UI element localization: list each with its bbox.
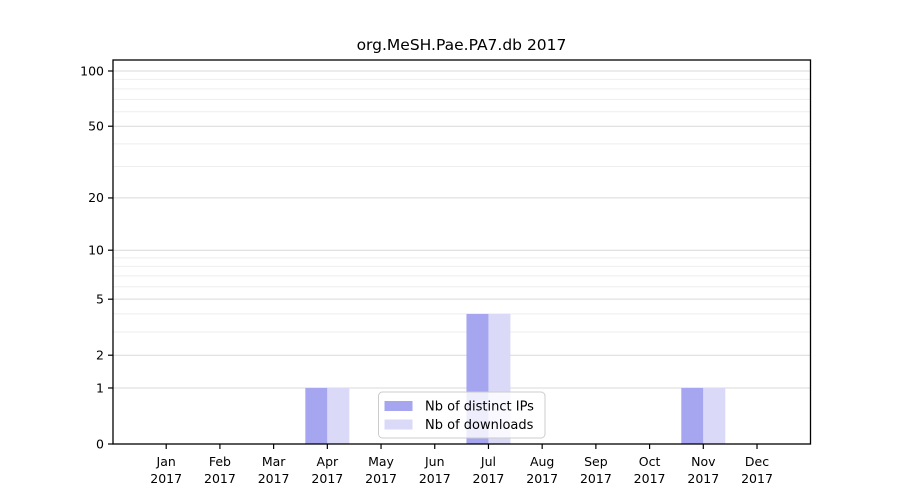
x-axis-tick-label-year-feb: 2017 xyxy=(204,471,236,486)
x-axis-tick-label-year-mar: 2017 xyxy=(258,471,290,486)
y-axis-tick-label-20: 20 xyxy=(88,190,104,205)
x-axis-tick-label-year-apr: 2017 xyxy=(311,471,343,486)
legend-swatch-downloads xyxy=(384,419,413,430)
x-axis-tick-label-month-aug: Aug xyxy=(530,454,554,469)
legend-label-distinct-ips: Nb of distinct IPs xyxy=(425,400,534,415)
x-axis-tick-label-month-jul: Jul xyxy=(480,454,496,469)
x-axis-tick-label-year-jan: 2017 xyxy=(150,471,182,486)
y-axis-tick-label-0: 0 xyxy=(96,436,104,451)
bar-nb-of-distinct-ips-apr xyxy=(305,387,328,444)
x-axis-tick-label-month-apr: Apr xyxy=(317,454,339,469)
x-axis-tick-label-month-feb: Feb xyxy=(209,454,231,469)
x-axis-tick-label-year-nov: 2017 xyxy=(687,471,719,486)
y-axis-tick-label-1: 1 xyxy=(96,380,104,395)
y-axis-tick-label-2: 2 xyxy=(96,348,104,363)
bar-nb-of-downloads-apr xyxy=(327,387,350,444)
x-axis-tick-label-month-may: May xyxy=(368,454,394,469)
x-axis-tick-label-month-dec: Dec xyxy=(745,454,769,469)
bar-nb-of-downloads-nov xyxy=(703,387,726,444)
y-axis-tick-label-10: 10 xyxy=(88,242,104,257)
x-axis-tick-label-year-jul: 2017 xyxy=(473,471,505,486)
x-axis-tick-label-month-sep: Sep xyxy=(584,454,608,469)
x-axis-tick-label-month-nov: Nov xyxy=(691,454,716,469)
x-axis-tick-label-month-mar: Mar xyxy=(262,454,286,469)
x-axis-tick-label-year-jun: 2017 xyxy=(419,471,451,486)
legend-box xyxy=(378,391,546,439)
x-axis-tick-label-year-sep: 2017 xyxy=(580,471,612,486)
y-axis-tick-label-50: 50 xyxy=(88,119,104,134)
y-axis-tick-label-5: 5 xyxy=(96,291,104,306)
x-axis-tick-label-month-oct: Oct xyxy=(639,454,661,469)
x-axis-tick-label-month-jun: Jun xyxy=(424,454,445,469)
bar-nb-of-distinct-ips-nov xyxy=(681,387,704,444)
x-axis-tick-label-year-oct: 2017 xyxy=(634,471,666,486)
x-axis-tick-label-year-aug: 2017 xyxy=(526,471,558,486)
y-axis-tick-label-100: 100 xyxy=(80,63,104,78)
legend-swatch-distinct-ips xyxy=(384,401,413,411)
chart-title: org.MeSH.Pae.PA7.db 2017 xyxy=(357,36,567,54)
x-axis-tick-label-year-may: 2017 xyxy=(365,471,397,486)
x-axis-tick-label-month-jan: Jan xyxy=(156,454,176,469)
plot-border xyxy=(112,59,812,445)
x-axis-tick-label-year-dec: 2017 xyxy=(741,471,773,486)
legend-label-downloads: Nb of downloads xyxy=(425,418,534,433)
